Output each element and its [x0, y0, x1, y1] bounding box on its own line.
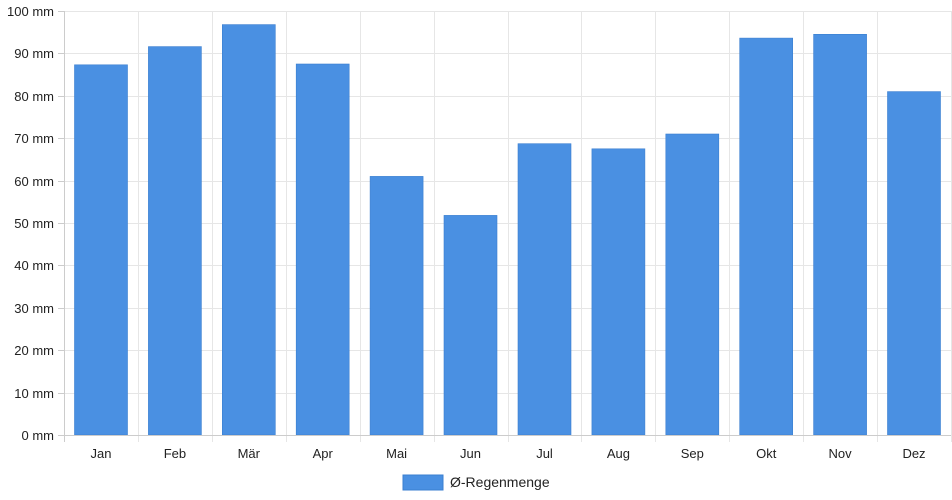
x-tick-label: Mai [386, 446, 407, 461]
bars [74, 24, 941, 436]
x-axis-labels: Jan Feb Mär Apr Mai Jun Jul Aug Sep Okt Nov Dez [91, 446, 926, 461]
y-tick-label: 60 mm [14, 174, 54, 189]
bar[interactable] [887, 91, 941, 436]
x-tick-label: Jan [91, 446, 112, 461]
y-tick-label: 90 mm [14, 46, 54, 61]
x-tick-label: Jun [460, 446, 481, 461]
legend[interactable]: Ø-Regenmenge [402, 474, 550, 491]
y-tick-label: 80 mm [14, 89, 54, 104]
y-tick-label: 10 mm [14, 386, 54, 401]
bar[interactable] [295, 63, 350, 436]
x-tick-label: Nov [829, 446, 853, 461]
x-tick-label: Mär [238, 446, 261, 461]
y-tick-label: 30 mm [14, 301, 54, 316]
bar[interactable] [74, 64, 128, 436]
bar[interactable] [148, 46, 202, 436]
y-tick-label: 0 mm [22, 428, 55, 443]
bar[interactable] [517, 143, 572, 436]
x-tick-label: Apr [313, 446, 334, 461]
y-tick-label: 70 mm [14, 131, 54, 146]
legend-swatch[interactable] [402, 474, 444, 491]
y-axis-labels: 0 mm 10 mm 20 mm 30 mm 40 mm 50 mm 60 mm 70 mm 8… [7, 4, 54, 443]
y-tick-label: 40 mm [14, 258, 54, 273]
bar[interactable] [443, 215, 498, 436]
y-tick-label: 100 mm [7, 4, 54, 19]
x-tick-label: Aug [607, 446, 630, 461]
y-tick-label: 20 mm [14, 343, 54, 358]
x-tick-label: Feb [164, 446, 186, 461]
y-tick-label: 50 mm [14, 216, 54, 231]
bar[interactable] [739, 37, 794, 436]
bar[interactable] [665, 133, 720, 436]
legend-label[interactable]: Ø-Regenmenge [450, 474, 550, 490]
bar[interactable] [369, 176, 424, 436]
bar[interactable] [591, 148, 646, 436]
bar[interactable] [222, 24, 276, 436]
x-tick-label: Okt [756, 446, 777, 461]
bar[interactable] [813, 33, 867, 436]
x-tick-label: Sep [681, 446, 704, 461]
x-tick-label: Jul [536, 446, 553, 461]
x-tick-label: Dez [902, 446, 925, 461]
axes [58, 11, 951, 442]
